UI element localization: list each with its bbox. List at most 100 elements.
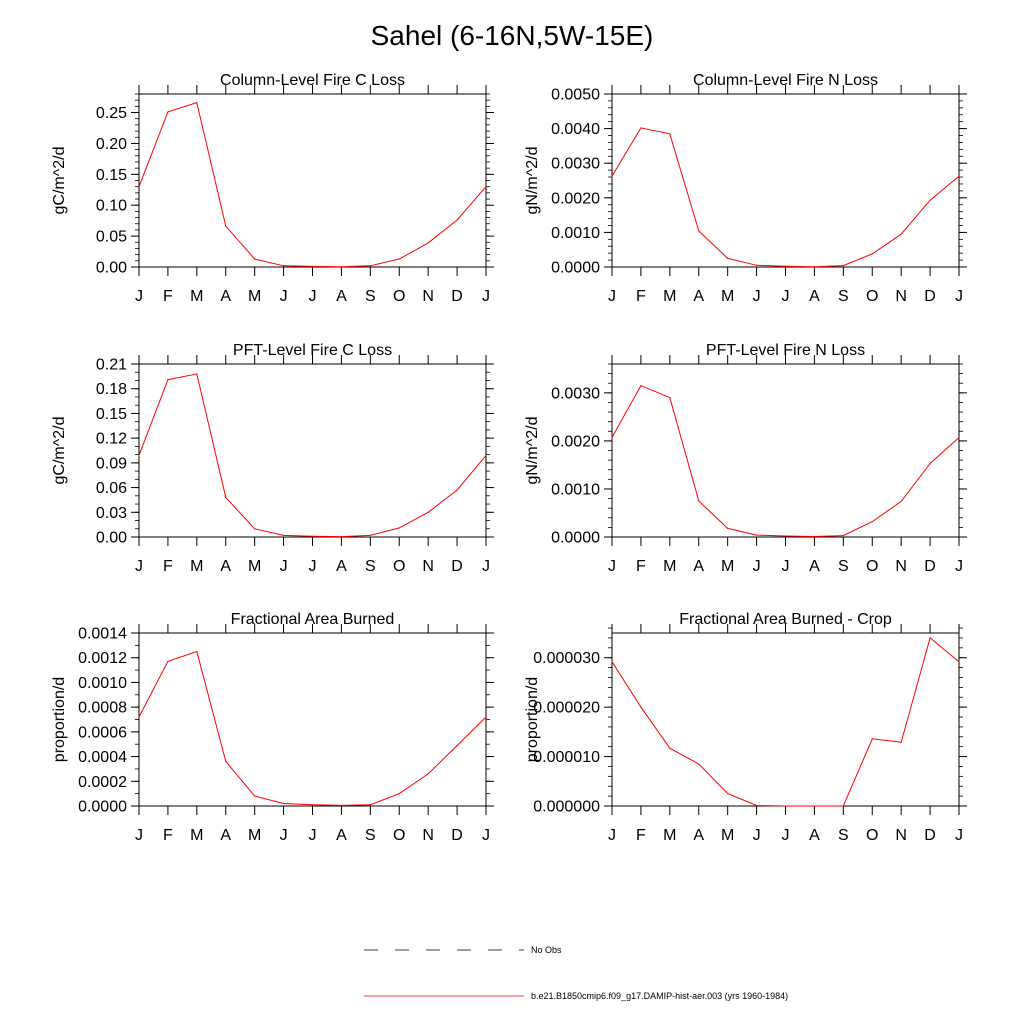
data-point [669,397,671,399]
y-tick-label: 0.06 [96,480,127,497]
data-point [138,186,140,188]
x-tick-label: A [336,558,347,575]
x-tick-label: O [393,288,405,305]
data-point [958,661,960,663]
x-tick-label: A [220,827,231,844]
data-point [485,186,487,188]
x-tick-label: J [955,288,963,305]
y-tick-label: 0.0000 [551,530,600,547]
data-point [871,253,873,255]
data-point [727,793,729,795]
data-point [225,760,227,763]
data-point [311,265,314,267]
x-tick-label: D [924,288,936,305]
data-point [900,741,902,743]
panel-title: Fractional Area Burned - Crop [679,611,892,628]
y-tick-label: 0.00 [96,260,127,277]
y-tick-label: 0.0020 [551,433,600,450]
data-point [842,534,844,537]
y-tick-label: 0.0008 [78,700,127,717]
series-line [138,102,487,268]
y-tick-label: 0.0050 [551,87,600,104]
x-tick-label: J [135,288,143,305]
data-point [398,258,400,260]
x-tick-label: D [451,827,463,844]
data-point [254,795,256,797]
data-point [427,242,429,244]
data-point [727,527,729,529]
data-point [167,379,169,381]
series-line [611,384,960,538]
x-tick-label: O [393,827,405,844]
x-tick-label: A [220,558,231,575]
data-point [755,804,758,807]
y-tick-label: 0.21 [96,357,127,374]
panel-title: Column-Level Fire N Loss [693,72,878,89]
x-tick-label: S [365,558,376,575]
y-axis-label: proportion/d [524,677,541,762]
x-tick-label: N [422,558,434,575]
x-tick-label: S [838,558,849,575]
x-tick-label: M [190,827,203,844]
y-tick-label: 0.000010 [533,749,600,766]
data-point [784,265,787,267]
y-tick-label: 0.0004 [78,749,127,766]
series-line [138,650,487,806]
x-tick-label: J [955,558,963,575]
x-tick-label: M [721,558,734,575]
data-point [727,257,729,259]
y-tick-label: 0.05 [96,229,127,246]
x-tick-label: F [636,288,646,305]
plot-frame [611,93,960,268]
data-point [871,738,873,740]
x-tick-label: O [393,558,405,575]
x-tick-label: J [135,558,143,575]
data-point [813,805,816,807]
y-tick-label: 0.0030 [551,385,600,402]
data-point [369,804,371,806]
x-tick-label: J [753,827,761,844]
y-tick-label: 0.0040 [551,121,600,138]
y-tick-label: 0.0030 [551,156,600,173]
data-point [611,175,613,177]
data-point [427,511,429,513]
data-point [427,773,429,775]
data-point [669,747,671,749]
y-tick-label: 0.0010 [551,481,600,498]
data-point [311,535,314,537]
y-tick-label: 0.03 [96,505,127,522]
panel-column-level-fire-c-loss: Column-Level Fire C Loss gC/m^2/d 0.00 0.05… [51,72,494,305]
data-point [755,264,758,266]
y-tick-label: 0.0000 [551,260,600,277]
series-line [138,373,487,538]
y-tick-label: 0.25 [96,105,127,122]
data-point [340,266,343,268]
y-tick-label: 0.000030 [533,650,600,667]
x-tick-label: A [220,288,231,305]
x-tick-label: J [280,827,288,844]
data-point [340,804,343,806]
x-tick-label: M [190,288,203,305]
x-tick-label: J [608,827,616,844]
y-tick-label: 0.0002 [78,774,127,791]
y-tick-label: 0.10 [96,198,127,215]
series-line [611,637,960,807]
data-point [225,225,227,227]
plot-frame [138,363,487,538]
data-point [698,763,700,765]
panel-column-level-fire-n-loss: Column-Level Fire N Loss gN/m^2/d 0.0000 0.… [524,72,967,305]
x-tick-label: D [451,288,463,305]
panel-title: PFT-Level Fire C Loss [233,342,392,359]
x-tick-label: J [482,558,490,575]
x-tick-label: M [248,558,261,575]
plot-frame [138,93,487,268]
x-tick-label: J [753,288,761,305]
x-tick-label: J [782,827,790,844]
x-tick-label: F [636,827,646,844]
data-point [225,496,227,499]
x-tick-label: N [895,827,907,844]
data-point [698,230,700,232]
x-tick-label: J [482,288,490,305]
y-tick-label: 0.00 [96,530,127,547]
